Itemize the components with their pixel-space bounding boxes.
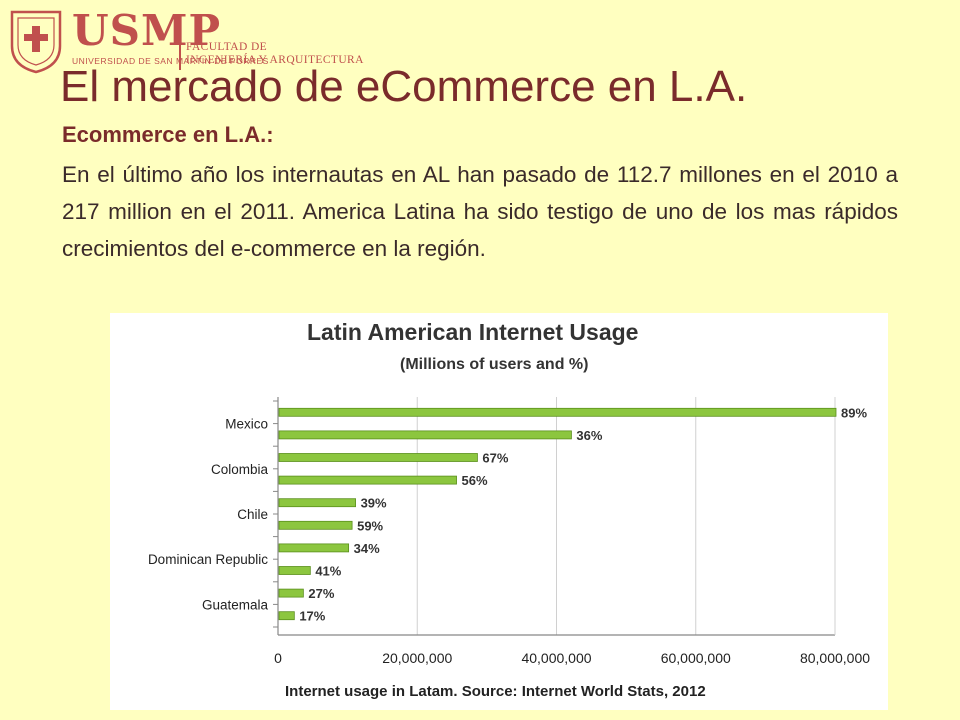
bar-data-label: 27% [308,586,334,601]
chart-canvas: Latin American Internet Usage (Millions … [148,319,870,700]
x-tick-label: 40,000,000 [521,650,591,666]
bar-data-label: 89% [841,405,867,420]
faculty-line-1: FACULTAD DE [186,41,268,53]
chart-caption: Internet usage in Latam. Source: Interne… [285,683,706,700]
bar-data-label: 41% [315,564,341,579]
chart-bars [278,407,837,621]
x-tick-label: 20,000,000 [382,650,452,666]
x-tick-label: 0 [274,650,282,666]
category-label: Colombia [211,462,269,477]
university-seal-icon [10,10,62,74]
bar [278,498,356,508]
category-label: Chile [237,507,268,522]
bar-data-label: 34% [354,541,380,556]
bar [278,520,353,530]
bar-data-label: 59% [357,518,383,533]
bar [278,475,457,485]
bar-data-label: 36% [576,428,602,443]
slide-title: El mercado de eCommerce en L.A. [60,62,748,111]
chart-gridlines [273,397,836,636]
internet-usage-chart: Latin American Internet Usage (Millions … [110,313,888,710]
bar [278,407,837,417]
faculty-name: FACULTAD DE INGENIERÍA Y ARQUITECTURA [186,41,364,67]
bar [278,588,304,598]
slide-subtitle: Ecommerce en L.A.: [62,122,274,147]
chart-x-ticks: 0 20,000,000 40,000,000 60,000,000 80,000,00… [274,650,870,666]
slide-paragraph: En el último año los internautas en AL h… [62,162,898,261]
bar [278,453,478,462]
category-label: Mexico [225,417,268,432]
logo-wordmark: USMP [72,6,222,55]
chart-data-labels: 89% 36% 67% 56% 39% 59% 34% 41% 27% 17% [299,405,867,623]
university-logo: USMP UNIVERSIDAD DE SAN MARTIN DE PORRES… [8,6,368,78]
category-label: Guatemala [202,597,269,612]
bar [278,430,572,440]
x-tick-label: 60,000,000 [661,650,731,666]
faculty-line-2: INGENIERÍA Y ARQUITECTURA [186,54,364,66]
bar-data-label: 67% [482,451,508,466]
chart-category-labels: Mexico Colombia Chile Dominican Republic Gua… [148,417,269,613]
chart-subtitle: (Millions of users and %) [400,356,588,373]
chart-title: Latin American Internet Usage [307,319,638,345]
category-label: Dominican Republic [148,552,268,567]
bar-data-label: 56% [462,473,488,488]
logo-divider [179,22,181,70]
logo-subtext: UNIVERSIDAD DE SAN MARTIN DE PORRES [72,56,269,66]
bar [278,611,295,621]
x-tick-label: 80,000,000 [800,650,870,666]
bar-data-label: 17% [299,609,325,624]
bar [278,566,311,575]
bar [278,543,350,553]
bar-data-label: 39% [361,496,387,511]
